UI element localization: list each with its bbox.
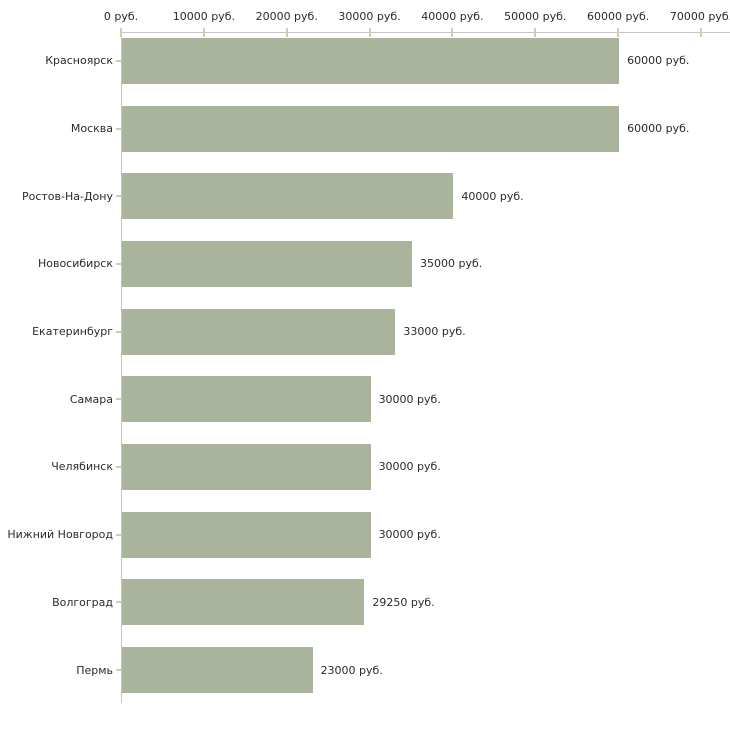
x-axis-line	[121, 32, 730, 33]
bar-rows: Красноярск 60000 руб. Москва 60000 руб. …	[0, 27, 730, 704]
value-label: 29250 руб.	[372, 595, 435, 609]
category-label: Красноярск	[45, 54, 113, 68]
x-tick-label: 10000 руб.	[172, 10, 235, 23]
x-tick-label: 70000 руб.	[669, 10, 730, 23]
x-tick-label: 20000 руб.	[255, 10, 318, 23]
bar-row: Пермь 23000 руб.	[0, 636, 730, 704]
category-label: Нижний Новгород	[7, 528, 113, 542]
value-label: 30000 руб.	[378, 528, 441, 542]
bar-row: Ростов-На-Дону 40000 руб.	[0, 162, 730, 230]
bar-row: Новосибирск 35000 руб.	[0, 230, 730, 298]
y-tick-mark	[116, 465, 122, 468]
value-label: 60000 руб.	[627, 54, 690, 68]
category-label: Москва	[70, 122, 113, 136]
x-tick-mark	[700, 28, 702, 37]
y-tick-mark	[116, 669, 122, 672]
bar-row: Самара 30000 руб.	[0, 365, 730, 433]
category-label: Волгоград	[52, 595, 113, 609]
bar	[122, 376, 371, 423]
bar-row: Екатеринбург 33000 руб.	[0, 298, 730, 366]
category-label: Пермь	[76, 663, 113, 677]
x-tick-mark	[534, 28, 537, 37]
x-tick-label: 40000 руб.	[421, 10, 484, 23]
x-tick-mark	[617, 28, 620, 37]
y-axis-line	[121, 32, 122, 703]
value-label: 35000 руб.	[420, 257, 483, 271]
bar-row: Волгоград 29250 руб.	[0, 569, 730, 637]
bar-row: Красноярск 60000 руб.	[0, 27, 730, 95]
x-tick-label: 0 руб.	[103, 10, 139, 23]
bar-row: Нижний Новгород 30000 руб.	[0, 501, 730, 569]
category-label: Екатеринбург	[32, 325, 113, 339]
bar	[122, 511, 371, 558]
value-label: 30000 руб.	[378, 460, 441, 474]
bar	[122, 240, 412, 287]
category-label: Ростов-На-Дону	[21, 189, 113, 203]
x-tick-label: 50000 руб.	[504, 10, 567, 23]
bar	[122, 647, 313, 694]
x-tick-mark	[451, 28, 454, 37]
bar	[122, 579, 365, 626]
x-tick-label: 60000 руб.	[587, 10, 650, 23]
y-tick-mark	[116, 398, 122, 401]
x-tick-mark	[202, 28, 205, 37]
value-label: 33000 руб.	[403, 325, 466, 339]
value-label: 40000 руб.	[461, 189, 524, 203]
x-tick-mark	[368, 28, 371, 37]
bar	[122, 105, 620, 152]
category-label: Челябинск	[51, 460, 113, 474]
y-tick-mark	[116, 195, 122, 198]
value-label: 60000 руб.	[627, 122, 690, 136]
y-tick-mark	[116, 262, 122, 265]
category-label: Новосибирск	[37, 257, 113, 271]
x-tick-label: 30000 руб.	[338, 10, 401, 23]
bar-row: Москва 60000 руб.	[0, 95, 730, 163]
x-tick-mark	[120, 28, 122, 37]
bar	[122, 173, 454, 220]
y-tick-mark	[116, 330, 122, 333]
y-tick-mark	[116, 127, 122, 130]
bar	[122, 308, 396, 355]
value-label: 23000 руб.	[320, 663, 383, 677]
y-tick-mark	[116, 601, 122, 604]
bar-row: Челябинск 30000 руб.	[0, 433, 730, 501]
value-label: 30000 руб.	[378, 392, 441, 406]
y-tick-mark	[116, 533, 122, 536]
bar	[122, 37, 620, 84]
x-tick-mark	[285, 28, 288, 37]
category-label: Самара	[69, 392, 113, 406]
y-tick-mark	[116, 59, 122, 62]
bar	[122, 443, 371, 490]
